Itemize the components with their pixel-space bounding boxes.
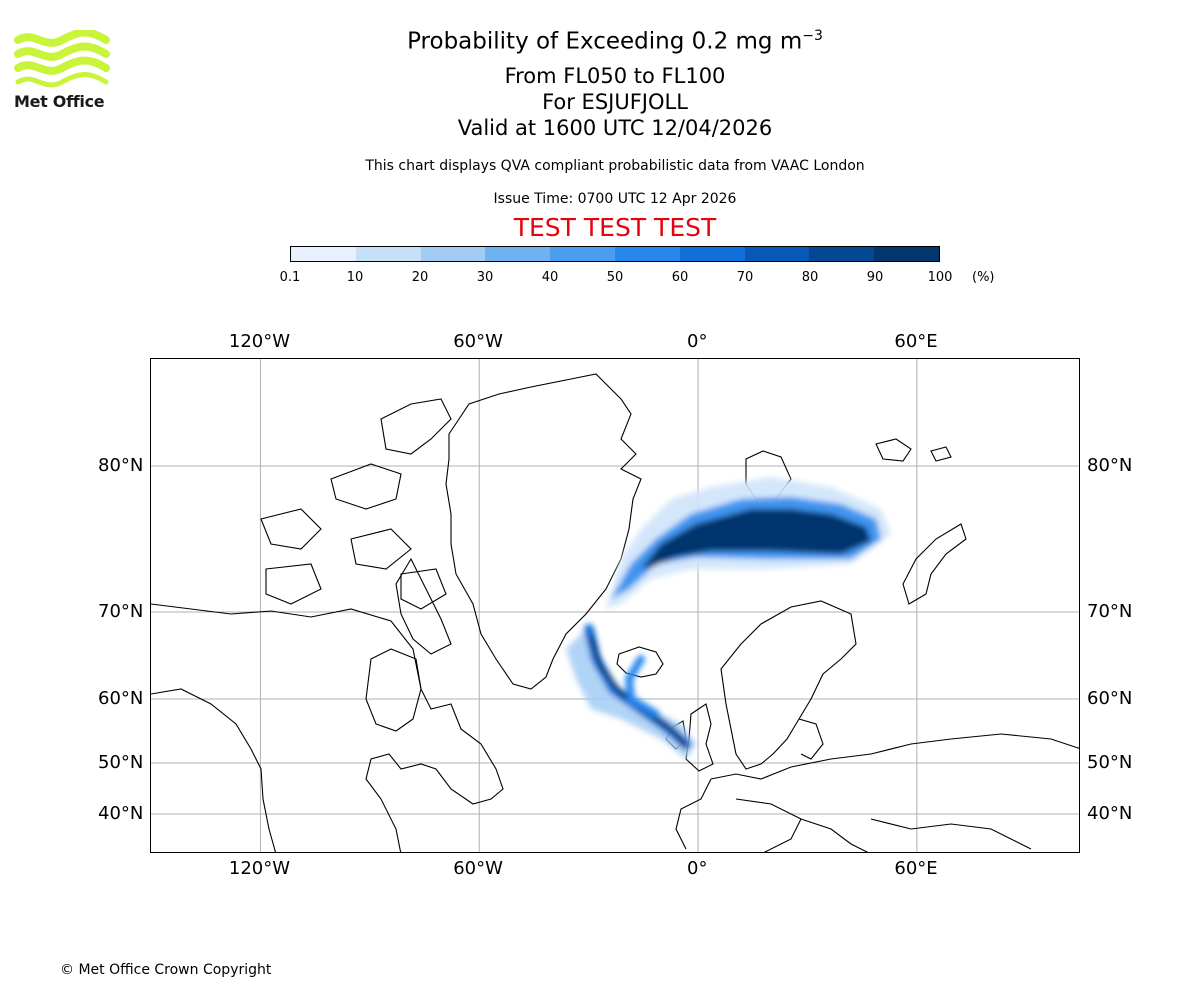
axis-tick-label: 60°N <box>1087 687 1133 709</box>
colorbar-tick-label: 0.1 <box>279 270 301 285</box>
axis-tick-label: 60°E <box>894 330 938 352</box>
colorbar-tick-label: 10 <box>346 270 364 285</box>
ash-plume-greenland-sea <box>606 477 891 609</box>
axis-tick-label: 60°N <box>98 687 144 709</box>
copyright: © Met Office Crown Copyright <box>60 962 272 978</box>
colorbar-segment <box>809 247 875 261</box>
europe-coast <box>675 733 1079 852</box>
canadian-islands <box>260 398 452 610</box>
colorbar-tick-label: 30 <box>476 270 494 285</box>
chart-title: Probability of Exceeding 0.2 mg m−3 <box>300 28 930 55</box>
logo-text: Met Office <box>14 92 105 111</box>
axis-tick-label: 60°W <box>453 330 503 352</box>
colorbar-tick-label: 20 <box>411 270 429 285</box>
issue-time: Issue Time: 0700 UTC 12 Apr 2026 <box>493 191 737 207</box>
novaya-zemlya-coast <box>902 523 967 605</box>
axis-tick-label: 70°N <box>1087 600 1133 622</box>
colorbar-tick-label: 90 <box>866 270 884 285</box>
map-panel <box>150 358 1080 853</box>
colorbar-segment <box>874 247 939 261</box>
chart-note: This chart displays QVA compliant probab… <box>365 158 865 174</box>
baffin-island-coast <box>395 557 452 655</box>
axis-tick-label: 0° <box>687 857 708 879</box>
franz-josef-coast <box>875 438 952 462</box>
axis-tick-label: 60°E <box>894 857 938 879</box>
colorbar-segment <box>550 247 615 261</box>
axis-tick-label: 80°N <box>1087 454 1133 476</box>
map-svg <box>151 359 1079 852</box>
axis-tick-label: 40°N <box>1087 802 1133 824</box>
colorbar-segment <box>679 247 745 261</box>
colorbar-segment <box>614 247 680 261</box>
colorbar-tick-label: 40 <box>541 270 559 285</box>
colorbar-tick-label: 70 <box>736 270 754 285</box>
axis-tick-label: 70°N <box>98 600 144 622</box>
axis-tick-label: 80°N <box>98 454 144 476</box>
axis-tick-label: 0° <box>687 330 708 352</box>
colorbar-tick-label: 60 <box>671 270 689 285</box>
scandinavia-coast <box>720 600 857 770</box>
north-america-coast <box>151 603 504 852</box>
colorbar-segment <box>355 247 421 261</box>
hudson-bay-coast <box>365 648 422 732</box>
axis-tick-label: 60°W <box>453 857 503 879</box>
colorbar <box>290 246 940 262</box>
ash-plume-atlantic <box>566 624 696 759</box>
axis-tick-label: 50°N <box>1087 751 1133 773</box>
colorbar-tick-label: 100 <box>927 270 953 285</box>
colorbar-tick-label: 80 <box>801 270 819 285</box>
title-main: Probability of Exceeding 0.2 mg m <box>407 28 803 55</box>
flight-level-range: From FL050 to FL100 <box>504 64 726 88</box>
coastlines <box>151 373 1079 852</box>
valid-time: Valid at 1600 UTC 12/04/2026 <box>457 116 773 140</box>
greenland-coast <box>445 373 642 690</box>
colorbar-segment <box>291 247 356 261</box>
iceland-coast <box>616 646 664 678</box>
met-office-wave-icon <box>14 28 110 88</box>
colorbar-segment <box>485 247 551 261</box>
axis-tick-label: 120°W <box>228 857 291 879</box>
met-office-logo <box>14 28 110 112</box>
colorbar-unit: (%) <box>972 270 995 285</box>
colorbar-segment <box>744 247 810 261</box>
title-exponent: −3 <box>802 28 823 44</box>
axis-tick-label: 120°W <box>228 330 291 352</box>
axis-tick-label: 40°N <box>98 802 144 824</box>
volcano-name: For ESJUFJOLL <box>542 90 688 114</box>
colorbar-segment <box>420 247 486 261</box>
gridlines <box>151 359 1079 852</box>
axis-tick-label: 50°N <box>98 751 144 773</box>
colorbar-tick-label: 50 <box>606 270 624 285</box>
test-banner: TEST TEST TEST <box>513 213 717 242</box>
